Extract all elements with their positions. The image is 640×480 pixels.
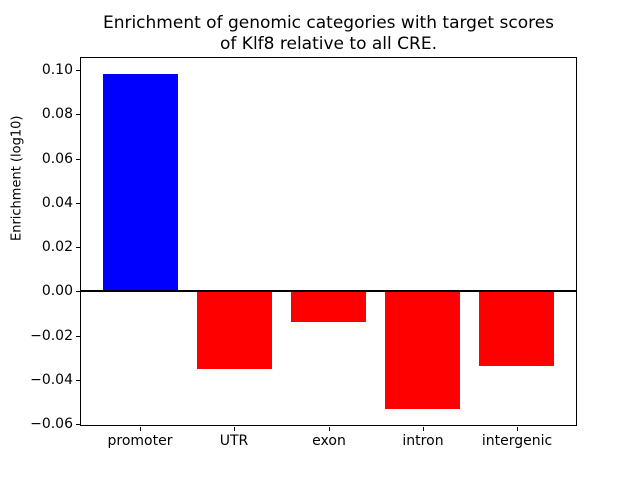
plot-area (80, 57, 577, 426)
y-tick-mark (76, 336, 80, 337)
y-tick-label: −0.02 (30, 328, 73, 344)
chart-title: Enrichment of genomic categories with ta… (102, 13, 555, 55)
bar-exon (290, 291, 367, 323)
y-tick-label: 0.02 (41, 239, 73, 255)
x-tick-mark (517, 427, 518, 431)
y-tick-label: 0.08 (41, 106, 73, 122)
y-tick-mark (76, 114, 80, 115)
y-tick-mark (76, 159, 80, 160)
y-tick-label: −0.06 (30, 416, 73, 432)
y-tick-mark (76, 291, 80, 292)
y-tick-label: −0.04 (30, 372, 73, 388)
bar-intergenic (479, 291, 555, 367)
y-tick-label: 0.10 (41, 62, 73, 78)
x-tick-label-intergenic: intergenic (481, 433, 553, 449)
x-tick-mark (329, 427, 330, 431)
x-tick-mark (140, 427, 141, 431)
bar-promoter (102, 74, 178, 292)
x-tick-label-promoter: promoter (107, 433, 173, 449)
y-tick-label: 0.06 (41, 151, 73, 167)
bar-UTR (196, 291, 273, 369)
y-tick-mark (76, 70, 80, 71)
zero-line (81, 290, 576, 293)
y-tick-label: 0.04 (41, 195, 73, 211)
y-tick-mark (76, 247, 80, 248)
x-tick-label-exon: exon (312, 433, 346, 449)
bar-intron (384, 291, 461, 409)
y-tick-mark (76, 424, 80, 425)
y-tick-mark (76, 380, 80, 381)
x-tick-mark (234, 427, 235, 431)
x-tick-label-UTR: UTR (219, 433, 249, 449)
x-tick-label-intron: intron (402, 433, 444, 449)
y-tick-label: 0.00 (41, 283, 73, 299)
y-tick-mark (76, 203, 80, 204)
x-tick-mark (423, 427, 424, 431)
